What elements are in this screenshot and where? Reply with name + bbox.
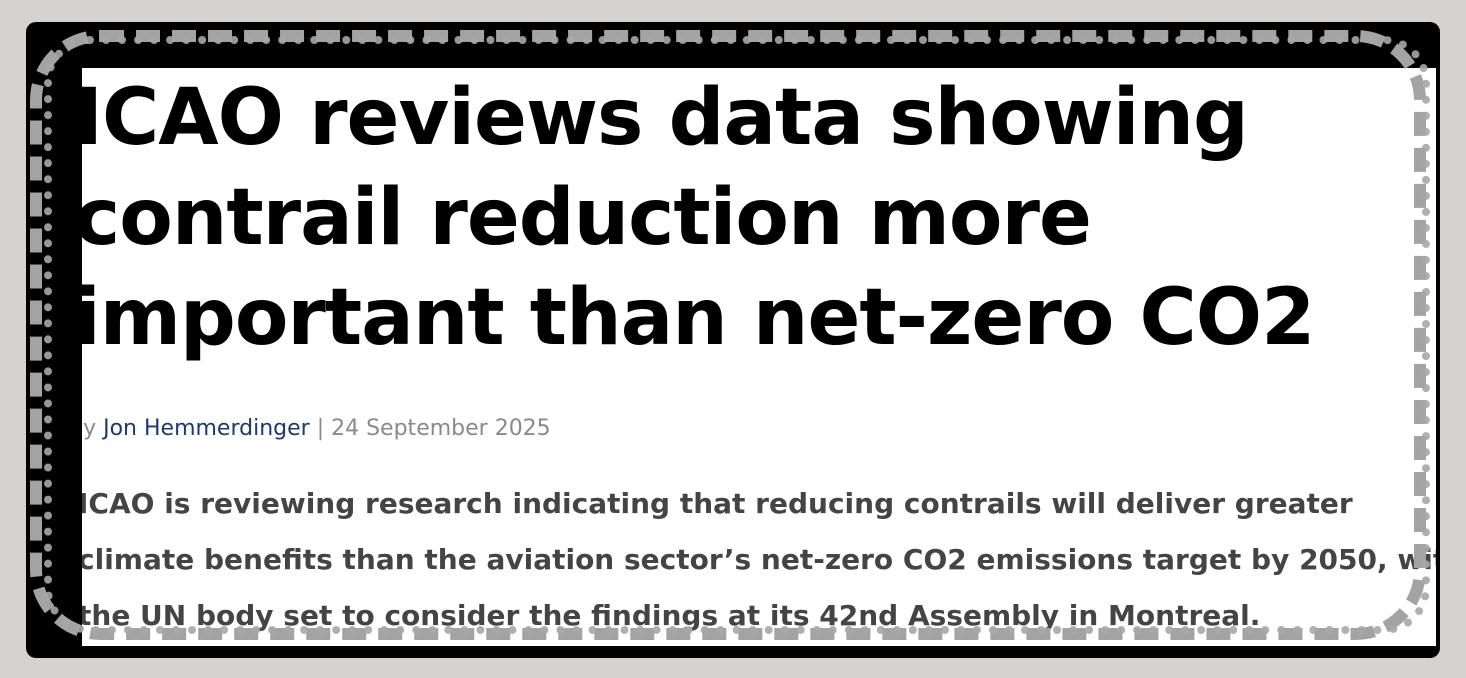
article-byline: By Jon Hemmerdinger | 24 September 2025 [82, 414, 551, 444]
lede-line: ICAO is reviewing research indicating th… [82, 487, 1353, 520]
article-page: ICAO reviews data showing contrail reduc… [82, 68, 1436, 646]
article-lede: ICAO is reviewing research indicating th… [82, 476, 1436, 644]
author-link[interactable]: Jon Hemmerdinger [103, 416, 310, 441]
headline-line: contrail reduction more [82, 173, 1092, 263]
article-headline: ICAO reviews data showing contrail reduc… [82, 68, 1394, 368]
lede-line: the UN body set to consider the findings… [82, 599, 1261, 632]
publish-date: 24 September 2025 [331, 416, 551, 441]
byline-prefix: By [82, 416, 97, 441]
lede-line: climate benefits than the aviation secto… [82, 543, 1436, 576]
byline-separator: | [309, 416, 332, 441]
headline-line: ICAO reviews data showing [82, 73, 1249, 163]
headline-line: important than net-zero CO2 [82, 273, 1315, 363]
